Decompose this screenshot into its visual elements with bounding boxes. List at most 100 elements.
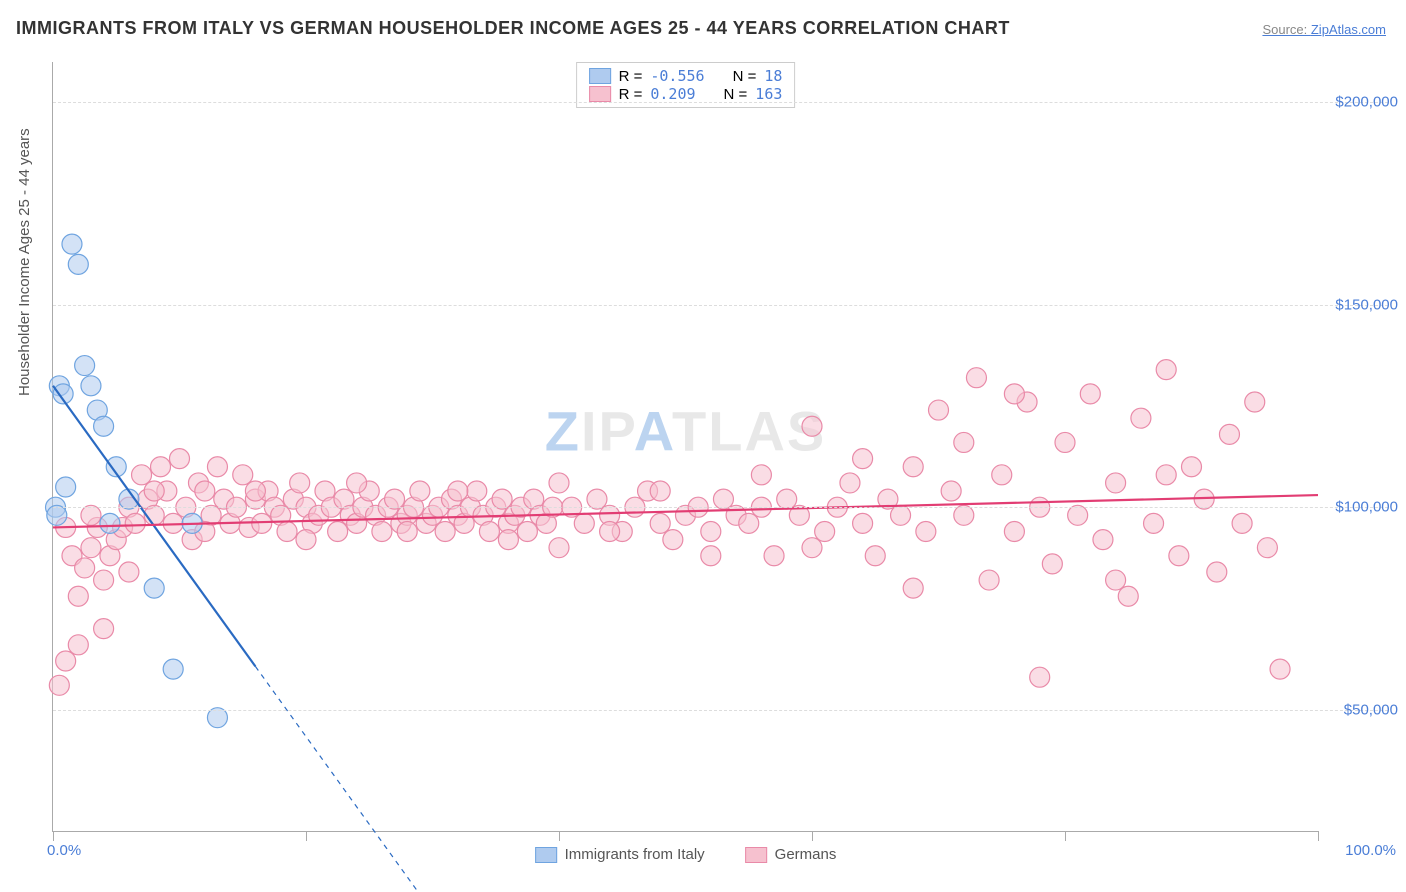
data-point [929,400,949,420]
data-point [1245,392,1265,412]
data-point [479,521,499,541]
y-tick-label: $100,000 [1335,499,1398,516]
x-tick [559,831,560,841]
data-point [739,513,759,533]
gridline [53,102,1388,103]
data-point [1144,513,1164,533]
y-tick-label: $150,000 [1335,296,1398,313]
data-point [903,457,923,477]
y-axis-label: Householder Income Ages 25 - 44 years [16,128,33,396]
data-point [701,546,721,566]
data-point [1004,521,1024,541]
data-point [954,505,974,525]
data-point [132,465,152,485]
x-tick [812,831,813,841]
data-point [81,505,101,525]
data-point [144,578,164,598]
data-point [751,465,771,485]
data-point [49,675,69,695]
y-tick-label: $200,000 [1335,94,1398,111]
data-point [916,521,936,541]
data-point [385,489,405,509]
data-point [56,477,76,497]
data-point [277,521,297,541]
data-point [252,513,272,533]
data-point [372,521,392,541]
source-attribution: Source: ZipAtlas.com [1262,22,1386,37]
data-point [941,481,961,501]
page-title: IMMIGRANTS FROM ITALY VS GERMAN HOUSEHOL… [16,18,1010,39]
data-point [207,708,227,728]
x-tick [1318,831,1319,841]
x-tick [306,831,307,841]
data-point [1131,408,1151,428]
data-point [68,586,88,606]
x-max-label: 100.0% [1345,842,1396,859]
data-point [56,651,76,671]
data-point [233,465,253,485]
scatter-svg [53,62,1318,831]
data-point [163,659,183,679]
data-point [448,481,468,501]
data-point [1219,424,1239,444]
data-point [517,521,537,541]
data-point [68,635,88,655]
data-point [701,521,721,541]
y-tick-label: $50,000 [1344,701,1398,718]
data-point [151,457,171,477]
data-point [1080,384,1100,404]
gridline [53,710,1388,711]
data-point [1068,505,1088,525]
data-point [328,521,348,541]
data-point [94,570,114,590]
data-point [492,489,512,509]
legend-label-italy: Immigrants from Italy [565,846,705,863]
data-point [777,489,797,509]
data-point [68,254,88,274]
data-point [62,234,82,254]
data-point [75,558,95,578]
data-point [549,538,569,558]
data-point [1118,586,1138,606]
data-point [891,505,911,525]
data-point [1270,659,1290,679]
series-legend: Immigrants from Italy Germans [535,846,837,863]
data-point [650,513,670,533]
x-tick [1065,831,1066,841]
data-point [979,570,999,590]
data-point [1156,465,1176,485]
data-point [467,481,487,501]
source-prefix: Source: [1262,22,1310,37]
data-point [75,356,95,376]
legend-label-german: Germans [775,846,837,863]
x-min-label: 0.0% [47,842,81,859]
source-link[interactable]: ZipAtlas.com [1311,22,1386,37]
data-point [1093,530,1113,550]
data-point [290,473,310,493]
data-point [954,432,974,452]
trend-line-extrapolated [255,666,432,892]
data-point [1182,457,1202,477]
chart-plot-area: ZIPATLAS R = -0.556 N = 18 R = 0.209 N =… [52,62,1318,832]
legend-item-italy: Immigrants from Italy [535,846,705,863]
data-point [410,481,430,501]
gridline [53,507,1388,508]
data-point [764,546,784,566]
data-point [296,530,316,550]
data-point [81,376,101,396]
data-point [574,513,594,533]
data-point [713,489,733,509]
data-point [663,530,683,550]
data-point [1156,360,1176,380]
data-point [549,473,569,493]
data-point [802,416,822,436]
data-point [600,521,620,541]
data-point [125,513,145,533]
data-point [903,578,923,598]
data-point [397,521,417,541]
legend-item-german: Germans [745,846,837,863]
data-point [853,513,873,533]
data-point [144,481,164,501]
gridline [53,305,1388,306]
data-point [47,505,67,525]
